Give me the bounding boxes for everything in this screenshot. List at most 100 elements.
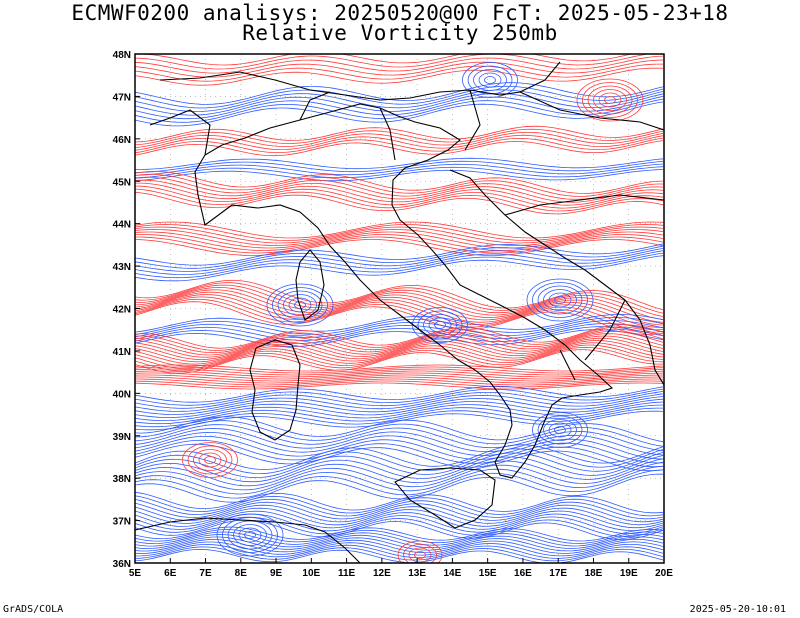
positive-vorticity-contour [135, 298, 664, 333]
footer-credit: GrADS/COLA [3, 604, 64, 615]
lon-tick-label: 15E [479, 568, 497, 579]
negative-vorticity-ring [548, 292, 572, 308]
negative-vorticity-contour [135, 529, 664, 544]
lon-tick-label: 13E [408, 568, 426, 579]
negative-vorticity-contour [135, 166, 664, 179]
negative-vorticity-ring [532, 412, 588, 448]
negative-vorticity-contour [135, 443, 664, 472]
negative-vorticity-contour [135, 320, 664, 338]
vorticity-contours [135, 54, 664, 563]
lat-tick-label: 40N [113, 389, 131, 400]
lon-tick-label: 16E [514, 568, 532, 579]
positive-vorticity-contour [135, 54, 651, 70]
negative-vorticity-contour [135, 439, 664, 468]
negative-vorticity-contour [135, 250, 664, 276]
lat-tick-label: 37N [113, 517, 131, 528]
positive-vorticity-ring [587, 85, 633, 115]
negative-vorticity-contour [135, 248, 664, 272]
coastlines [135, 61, 664, 563]
positive-vorticity-ring [576, 78, 644, 122]
negative-vorticity-contour [135, 516, 664, 538]
negative-vorticity-ring [554, 296, 566, 304]
negative-vorticity-contour [135, 101, 664, 127]
positive-vorticity-contour [135, 378, 664, 386]
positive-vorticity-contour [135, 289, 664, 323]
lon-tick-label: 20E [655, 568, 673, 579]
negative-vorticity-contour [135, 98, 664, 123]
positive-vorticity-contour [135, 63, 663, 82]
negative-vorticity-contour [135, 543, 664, 559]
positive-vorticity-contour [135, 340, 664, 365]
negative-vorticity-ring [277, 290, 323, 320]
lat-tick-label: 39N [113, 432, 131, 443]
negative-vorticity-contour [135, 82, 664, 105]
lat-tick-label: 38N [113, 474, 131, 485]
positive-vorticity-contour [135, 185, 664, 209]
negative-vorticity-contour [135, 538, 664, 554]
negative-vorticity-contour [135, 498, 664, 520]
lat-tick-label: 47N [113, 92, 131, 103]
negative-vorticity-contour [135, 323, 664, 341]
negative-vorticity-contour [135, 501, 664, 523]
positive-vorticity-contour [135, 333, 664, 358]
negative-vorticity-contour [135, 461, 664, 491]
positive-vorticity-contour [135, 179, 664, 203]
negative-vorticity-contour [135, 245, 664, 269]
positive-vorticity-contour [135, 349, 664, 374]
negative-vorticity-ring [548, 422, 572, 438]
negative-vorticity-contour [135, 255, 664, 282]
negative-vorticity-ring [283, 294, 317, 316]
positive-vorticity-contour [135, 140, 664, 157]
negative-vorticity-contour [135, 541, 664, 557]
negative-vorticity-contour [135, 160, 664, 173]
negative-vorticity-ring [484, 76, 496, 84]
positive-vorticity-contour [135, 380, 664, 388]
lat-tick-label: 48N [113, 50, 131, 61]
negative-vorticity-contour [135, 410, 664, 431]
negative-vorticity-contour [135, 534, 664, 549]
negative-vorticity-ring [543, 289, 577, 311]
positive-vorticity-contour [135, 234, 664, 251]
corsica-coastline [295, 249, 325, 321]
positive-vorticity-ring [582, 82, 638, 118]
negative-vorticity-ring [532, 282, 588, 318]
lon-tick-label: 10E [302, 568, 320, 579]
negative-vorticity-contour [135, 326, 664, 344]
negative-vorticity-ring [526, 278, 594, 322]
positive-vorticity-contour [135, 221, 664, 239]
positive-vorticity-contour [135, 291, 664, 326]
positive-vorticity-ring [397, 540, 443, 563]
positive-vorticity-contour [135, 182, 664, 206]
negative-vorticity-contour [135, 431, 664, 460]
lon-tick-label: 7E [199, 568, 212, 579]
positive-vorticity-contour [135, 326, 664, 351]
footer-timestamp: 2025-05-20-10:01 [689, 604, 786, 615]
negative-vorticity-contour [135, 473, 664, 503]
lon-tick-label: 14E [444, 568, 462, 579]
positive-vorticity-contour [135, 342, 664, 367]
negative-vorticity-ring [423, 314, 457, 336]
positive-vorticity-ring [414, 551, 426, 559]
negative-vorticity-contour [135, 504, 664, 526]
lon-tick-label: 11E [338, 568, 356, 579]
negative-vorticity-ring [266, 283, 334, 327]
lon-tick-label: 8E [235, 568, 248, 579]
negative-vorticity-contour [135, 548, 664, 563]
positive-vorticity-contour [135, 128, 664, 146]
latitude-labels: 36N 37N 38N 39N 40N 41N 42N 43N 44N 45N 46N 47N 48N [113, 50, 140, 570]
negative-vorticity-contour [135, 404, 664, 425]
positive-vorticity-contour [135, 376, 663, 384]
lat-tick-label: 43N [113, 262, 131, 273]
lon-tick-label: 19E [620, 568, 638, 579]
positive-vorticity-contour [135, 370, 664, 378]
negative-vorticity-ring [216, 513, 284, 557]
negative-vorticity-contour [135, 436, 664, 464]
italy-coastline [194, 103, 614, 479]
negative-vorticity-contour [135, 495, 664, 517]
negative-vorticity-ring [222, 517, 278, 553]
negative-vorticity-ring [417, 310, 463, 340]
negative-vorticity-ring [272, 287, 328, 323]
positive-vorticity-contour [135, 131, 664, 148]
lat-tick-label: 36N [113, 559, 131, 570]
